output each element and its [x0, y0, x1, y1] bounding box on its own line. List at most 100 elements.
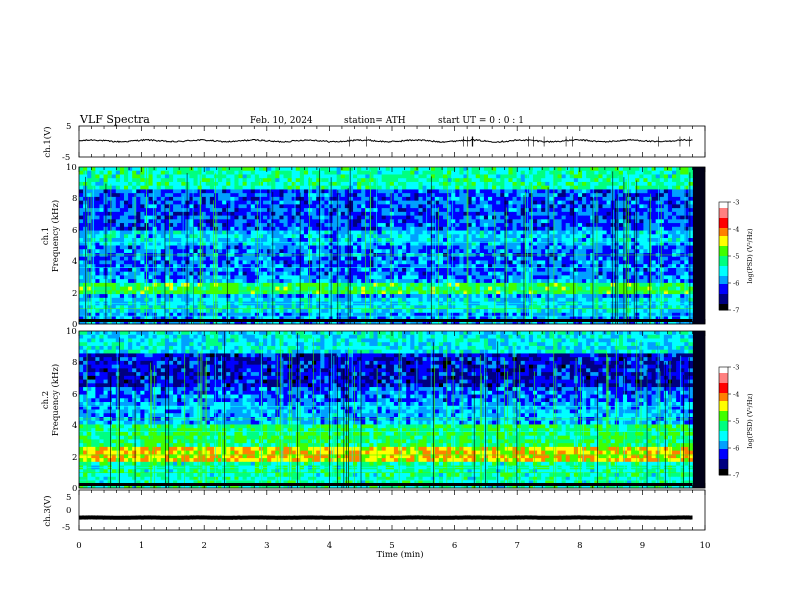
spectrogram-cell [267, 279, 272, 284]
spectrogram-cell [451, 271, 456, 276]
spectrogram-cell [357, 249, 362, 254]
spectrogram-cell [189, 208, 194, 213]
spectrogram-cell [348, 193, 354, 198]
spectrogram-cell [328, 245, 333, 250]
spectrogram-cell [393, 282, 399, 288]
spectrogram-cell [275, 193, 280, 198]
spectrogram-cell [222, 234, 227, 239]
spectrogram-cell [426, 241, 432, 246]
spectrogram-cell [459, 234, 464, 239]
spectrogram-cell [422, 193, 428, 198]
spectrogram-cell [422, 219, 428, 224]
spectrogram-cell [99, 286, 104, 291]
spectrogram-cell [348, 256, 354, 261]
spectrogram-cell [631, 226, 636, 231]
spectrogram-cell [246, 167, 252, 172]
spectrogram-cell [193, 271, 199, 276]
spectrogram-cell [299, 267, 305, 273]
spectrogram-cell [275, 223, 280, 228]
spectrogram-cell [295, 226, 301, 231]
spectrogram-cell [631, 208, 636, 213]
spectrogram-cell [467, 279, 473, 284]
spectrogram-cell [271, 264, 276, 269]
spectrogram-cell [136, 178, 141, 183]
spectrogram-cell [500, 219, 505, 224]
spectrogram-cell [115, 167, 121, 172]
spectrogram-cell [230, 170, 235, 175]
spectrogram-cell [99, 219, 104, 224]
spectrogram-cell [639, 256, 644, 261]
spectrogram-cell [684, 230, 689, 235]
spectrogram-cell [532, 208, 538, 213]
spectrogram-cell [201, 174, 207, 179]
spectrogram-cell [463, 271, 468, 276]
spectrogram-cell [361, 181, 366, 187]
spectrogram-cell [516, 238, 522, 243]
spectrogram-cell [242, 234, 248, 239]
spectrogram-cell [320, 264, 325, 269]
spectrogram-cell [667, 181, 673, 187]
spectrogram-cell [410, 264, 415, 269]
spectrogram-cell [168, 256, 174, 261]
spectrogram-cell [79, 279, 84, 284]
spectrogram-cell [475, 167, 481, 172]
spectrogram-cell [173, 282, 178, 288]
spectrogram-cell [242, 215, 248, 220]
spectrogram-cell [177, 200, 182, 205]
spectrogram-cell [381, 260, 387, 265]
spectrogram-cell [676, 193, 681, 198]
spectrogram-cell [242, 271, 248, 276]
spectrogram-cell [487, 245, 493, 250]
spectrogram-cell [426, 189, 432, 194]
spectrogram-cell [512, 181, 518, 187]
spectrogram-cell [328, 193, 333, 198]
spectrogram-cell [238, 260, 243, 265]
spectrogram-cell [291, 189, 297, 194]
spectrogram-cell [667, 279, 673, 284]
spectrogram-cell [119, 223, 125, 228]
spectrogram-cell [185, 215, 190, 220]
spectrogram-cell [123, 167, 129, 172]
spectrogram-cell [406, 185, 411, 190]
spectrogram-cell [299, 211, 305, 216]
spectrogram-cell [471, 245, 477, 250]
spectrogram-cell [663, 226, 669, 231]
spectrogram-cell [373, 275, 378, 280]
spectrogram-cell [573, 193, 579, 198]
spectrogram-cell [553, 279, 558, 284]
spectrogram-cell [561, 267, 567, 273]
spectrogram-cell [316, 234, 321, 239]
spectrogram-cell [136, 241, 141, 246]
spectrogram-cell [353, 279, 358, 284]
spectrogram-cell [561, 200, 567, 205]
spectrogram-cell [226, 181, 231, 187]
spectrogram-cell [340, 193, 346, 198]
spectrogram-cell [680, 275, 685, 280]
spectrogram-cell [487, 271, 493, 276]
spectrogram-cell [520, 275, 526, 280]
spectrogram-cell [361, 196, 366, 202]
spectrogram-cell [663, 271, 669, 276]
spectrogram-cell [353, 178, 358, 183]
spectrogram-cell [590, 170, 595, 175]
spectrogram-cell [631, 181, 636, 187]
spectrogram-cell [295, 249, 301, 254]
spectrogram-cell [99, 223, 104, 228]
spectrogram-cell [524, 226, 530, 231]
spectrogram-cell [655, 200, 661, 205]
spectrogram-cell [271, 204, 276, 209]
spectrogram-cell [516, 200, 522, 205]
spectrogram-cell [606, 193, 612, 198]
spectrogram-cell [471, 238, 477, 243]
spectrogram-cell [177, 178, 182, 183]
spectrogram-cell [181, 170, 186, 175]
spectrogram-cell [492, 275, 497, 280]
spectrogram-cell [561, 215, 567, 220]
spectrogram-cell [271, 170, 276, 175]
spectrogram-cell [385, 219, 391, 224]
spectrogram-cell [250, 193, 256, 198]
spectrogram-cell [643, 170, 648, 175]
spectrogram-cell [148, 215, 154, 220]
spectrogram-cell [369, 178, 374, 183]
spectrogram-cell [569, 223, 575, 228]
